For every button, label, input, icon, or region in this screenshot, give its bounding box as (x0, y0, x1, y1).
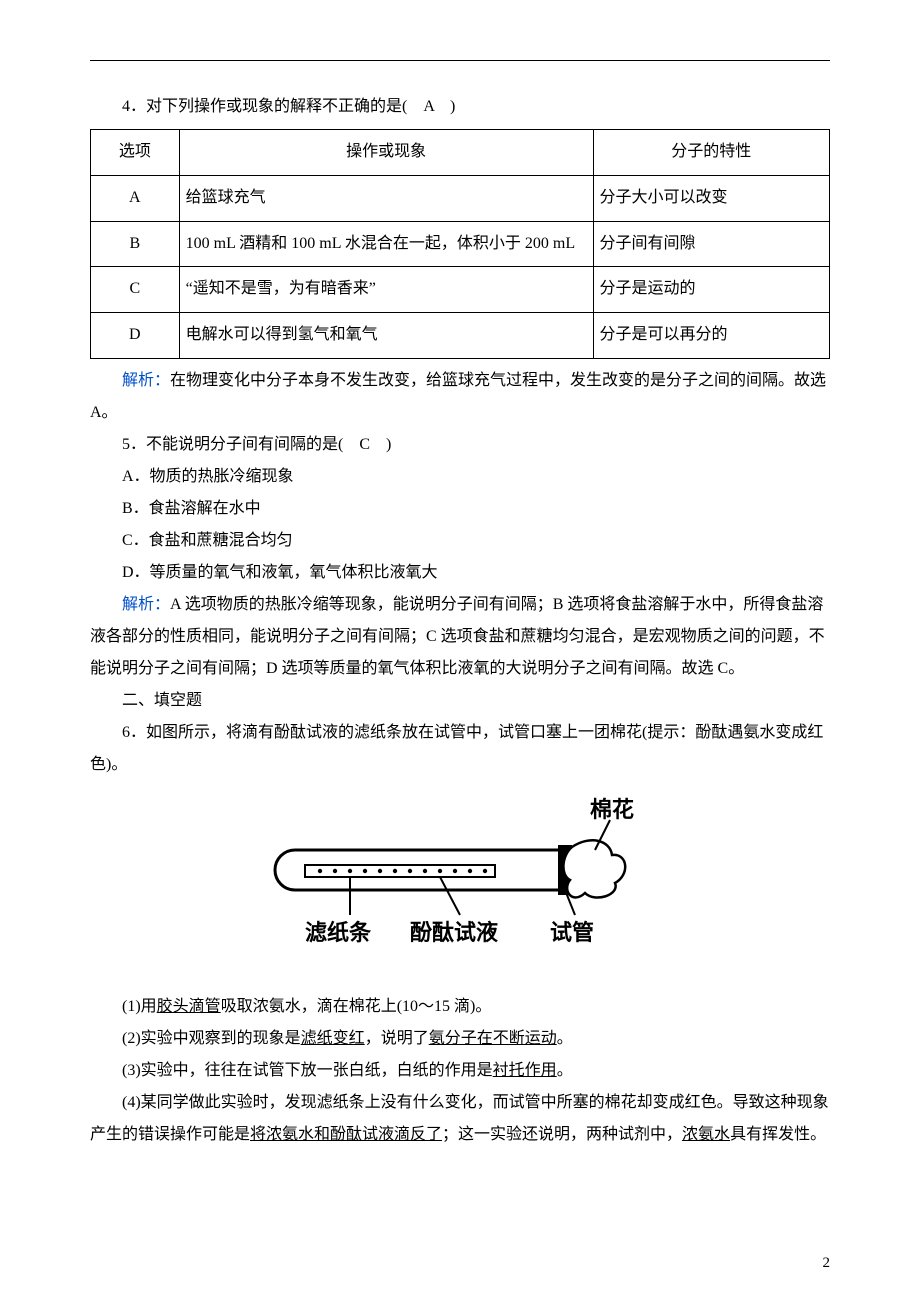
q4-ana-label: 解析： (122, 372, 170, 389)
q4-table: 选项 操作或现象 分子的特性 A 给篮球充气 分子大小可以改变 B 100 mL… (90, 129, 830, 359)
q6-p1-u: 胶头滴管 (157, 998, 221, 1015)
q6-p4-c: 具有挥发性。 (730, 1126, 826, 1143)
q6-p4-u1: 将浓氨水和酚酞试液滴反了 (250, 1126, 442, 1143)
fig-label-tube: 试管 (550, 920, 594, 945)
q6-p4-b: ；这一实验还说明，两种试剂中， (442, 1126, 682, 1143)
q6-p1-b: 吸取浓氨水，滴在棉花上(10～15 滴)。 (221, 998, 492, 1015)
table-header-row: 选项 操作或现象 分子的特性 (91, 130, 830, 176)
q4-answer: A (423, 98, 434, 115)
q4-stem: 4．对下列操作或现象的解释不正确的是( A ) (90, 91, 830, 123)
top-rule (90, 60, 830, 61)
q4-analysis: 解析：在物理变化中分子本身不发生改变，给篮球充气过程中，发生改变的是分子之间的间… (90, 365, 830, 429)
table-row: A 给篮球充气 分子大小可以改变 (91, 175, 830, 221)
q4-r3-prop: 分子是可以再分的 (593, 313, 829, 359)
q6-p2-b: ，说明了 (365, 1030, 429, 1047)
q5-opt-c: C．食盐和蔗糖混合均匀 (90, 525, 830, 557)
q5-answer: C (359, 436, 370, 453)
q5-opt-d: D．等质量的氧气和液氧，氧气体积比液氧大 (90, 557, 830, 589)
q6-p3-a: (3)实验中，往往在试管下放一张白纸，白纸的作用是 (122, 1062, 493, 1079)
q4-stem-pre: 4．对下列操作或现象的解释不正确的是( (122, 98, 423, 115)
q4-ana-text: 在物理变化中分子本身不发生改变，给篮球充气过程中，发生改变的是分子之间的间隔。故… (90, 372, 826, 421)
q4-r1-prop: 分子间有间隙 (593, 221, 829, 267)
q5-ana-label: 解析： (122, 596, 170, 613)
fig-label-cotton: 棉花 (590, 797, 634, 822)
q4-h1: 操作或现象 (179, 130, 593, 176)
q6-p2-a: (2)实验中观察到的现象是 (122, 1030, 301, 1047)
q6-stem: 6．如图所示，将滴有酚酞试液的滤纸条放在试管中，试管口塞上一团棉花(提示：酚酞遇… (90, 717, 830, 781)
q4-stem-post: ) (434, 98, 455, 115)
q4-r0-opt: A (91, 175, 180, 221)
table-row: D 电解水可以得到氢气和氧气 分子是可以再分的 (91, 313, 830, 359)
q6-p4-u2: 浓氨水 (682, 1126, 730, 1143)
q6-p3-u: 衬托作用 (493, 1062, 557, 1079)
q4-r3-opt: D (91, 313, 180, 359)
q6-p2-u1: 滤纸变红 (301, 1030, 365, 1047)
q4-h2: 分子的特性 (593, 130, 829, 176)
q6-p2-c: 。 (557, 1030, 573, 1047)
table-row: B 100 mL 酒精和 100 mL 水混合在一起，体积小于 200 mL 分… (91, 221, 830, 267)
q4-r2-opt: C (91, 267, 180, 313)
q6-figure: 棉花 滤纸条 酚酞试液 试管 (90, 795, 830, 977)
q4-r0-prop: 分子大小可以改变 (593, 175, 829, 221)
q5-ana-text: A 选项物质的热胀冷缩等现象，能说明分子间有间隔；B 选项将食盐溶解于水中，所得… (90, 596, 825, 677)
table-row: C “遥知不是雪，为有暗香来” 分子是运动的 (91, 267, 830, 313)
q5-opt-b: B．食盐溶解在水中 (90, 493, 830, 525)
q6-p4: (4)某同学做此实验时，发现滤纸条上没有什么变化，而试管中所塞的棉花却变成红色。… (90, 1087, 830, 1151)
q5-analysis: 解析：A 选项物质的热胀冷缩等现象，能说明分子间有间隔；B 选项将食盐溶解于水中… (90, 589, 830, 685)
q4-r0-op: 给篮球充气 (179, 175, 593, 221)
q5-stem-pre: 5．不能说明分子间有间隔的是( (122, 436, 359, 453)
q4-h0: 选项 (91, 130, 180, 176)
q6-p3-b: 。 (557, 1062, 573, 1079)
q6-p1: (1)用胶头滴管吸取浓氨水，滴在棉花上(10～15 滴)。 (90, 991, 830, 1023)
q4-r1-opt: B (91, 221, 180, 267)
q5-opt-a: A．物质的热胀冷缩现象 (90, 461, 830, 493)
q4-r3-op: 电解水可以得到氢气和氧气 (179, 313, 593, 359)
fig-label-filter: 滤纸条 (305, 920, 372, 945)
q6-p3: (3)实验中，往往在试管下放一张白纸，白纸的作用是衬托作用。 (90, 1055, 830, 1087)
page-number: 2 (823, 1248, 831, 1278)
section-2-heading: 二、填空题 (90, 685, 830, 717)
q6-p2: (2)实验中观察到的现象是滤纸变红，说明了氨分子在不断运动。 (90, 1023, 830, 1055)
q4-r1-op: 100 mL 酒精和 100 mL 水混合在一起，体积小于 200 mL (179, 221, 593, 267)
q5-stem: 5．不能说明分子间有间隔的是( C ) (90, 429, 830, 461)
q4-r2-prop: 分子是运动的 (593, 267, 829, 313)
q6-p2-u2: 氨分子在不断运动 (429, 1030, 557, 1047)
test-tube-diagram-icon: 棉花 滤纸条 酚酞试液 试管 (250, 795, 670, 965)
q6-p1-a: (1)用 (122, 998, 157, 1015)
fig-label-phen: 酚酞试液 (410, 920, 498, 945)
q4-r2-op: “遥知不是雪，为有暗香来” (179, 267, 593, 313)
q5-stem-post: ) (370, 436, 391, 453)
